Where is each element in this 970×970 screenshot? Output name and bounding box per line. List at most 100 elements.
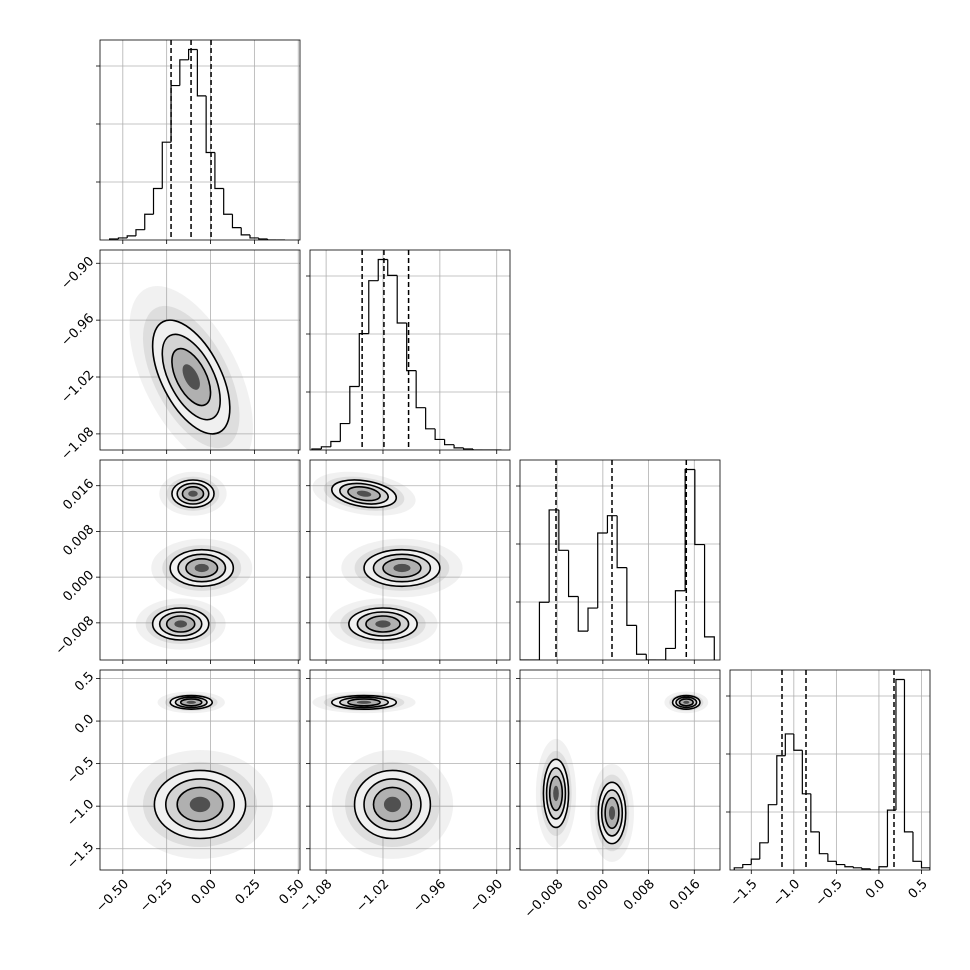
x-tick-label: 0.0 [863,877,888,902]
histogram-step [597,532,608,609]
histogram-step [784,733,794,756]
histogram-step [330,440,341,447]
histogram-step [196,49,207,97]
histogram-step [135,229,145,236]
panel-frame [99,249,301,451]
histogram-step [223,188,233,215]
density-contour [174,620,188,628]
histogram-step [810,793,820,833]
histogram-step [844,864,854,868]
histogram-step [126,235,136,238]
histogram-step [733,867,743,870]
panel-frame [309,249,511,451]
histogram-step [258,237,268,240]
x-tick-label: 0.25 [233,877,264,908]
histogram-step [406,323,417,372]
histogram-step [396,275,407,324]
panel [520,460,715,660]
histogram-step [626,567,637,626]
density-contour [383,796,401,813]
histogram-step [759,842,769,860]
density-contour [194,563,209,573]
histogram-step [920,861,930,870]
histogram-step [793,733,803,751]
histogram-step [472,448,483,450]
density-contour [553,785,559,802]
histogram-step [742,863,752,868]
histogram-step [170,84,180,143]
histogram-step [827,853,837,862]
panel [535,691,709,862]
y-tick-label: 0.008 [60,522,97,559]
y-tick-label: −1.08 [59,425,98,464]
panel [311,250,502,450]
x-tick-label: −0.50 [93,877,132,916]
histogram-step [577,596,588,632]
x-tick-label: 0.00 [189,877,220,908]
histogram-step [903,679,913,833]
histogram-step [767,804,777,843]
histogram-step [205,95,215,154]
y-tick-label: −0.90 [59,254,98,293]
histogram-step [443,439,455,446]
histogram-step [878,866,888,870]
histogram-step [869,868,879,870]
density-contour [608,806,616,820]
panel-frame [99,39,301,241]
histogram-step [425,407,436,430]
x-tick-label: 0.000 [575,877,612,914]
histogram-step [266,238,277,240]
x-tick-label: 0.016 [667,877,704,914]
histogram-step [144,213,154,230]
panel [109,40,286,240]
y-tick-label: −0.008 [53,614,98,659]
histogram-step [750,858,760,865]
panel [312,471,463,650]
histogram-step [852,866,862,869]
histogram-step [861,867,871,870]
histogram-step [415,370,426,409]
panel-frame [309,459,511,661]
density-contour [189,796,211,813]
panel-frame [729,669,931,871]
histogram-step [776,755,786,805]
y-tick-label: −0.96 [59,311,98,350]
histogram-step [587,607,598,632]
y-tick-label: −1.02 [59,368,98,407]
x-tick-label: −0.96 [410,877,449,916]
histogram-step [387,259,398,276]
x-tick-label: −0.5 [813,877,846,910]
histogram-step [240,227,250,236]
density-contour [375,620,391,628]
histogram-step [339,422,350,442]
density-contour [186,700,196,704]
panel [135,471,253,650]
y-tick-label: −1.0 [64,797,97,830]
histogram-step [635,625,647,655]
density-contour [683,700,690,704]
x-tick-label: −0.008 [522,877,567,922]
histogram-step [320,446,331,449]
y-tick-label: 0.5 [72,669,97,694]
histogram-step [368,280,379,334]
x-tick-label: −1.5 [728,877,761,910]
histogram-step [152,187,163,215]
y-tick-label: −1.5 [64,839,97,872]
panel-frame [99,669,301,871]
y-tick-label: 0.016 [60,476,97,513]
histogram-step [912,831,922,862]
panel [127,691,273,859]
histogram-step [835,861,845,866]
histogram-step [349,385,360,424]
histogram-step [684,468,695,591]
histogram-step [818,831,828,855]
histogram-step [462,447,474,450]
panel-frame [519,669,721,871]
histogram-step [567,550,579,598]
histogram-step [434,428,445,441]
histogram-step [231,214,242,229]
x-tick-label: −0.90 [467,877,506,916]
histogram-step [694,469,705,546]
x-tick-label: −1.0 [770,877,803,910]
